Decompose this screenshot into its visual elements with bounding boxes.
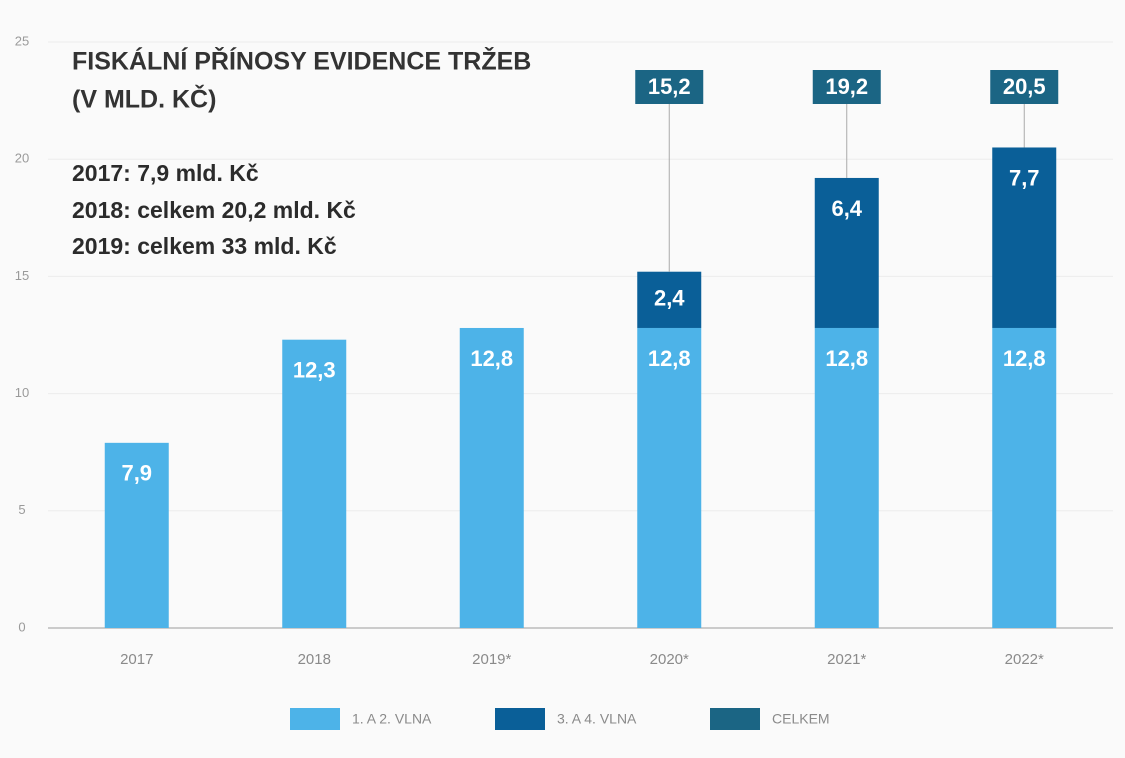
annotation: 2018: celkem 20,2 mld. Kč bbox=[72, 197, 356, 223]
bar bbox=[637, 271, 702, 328]
bar bbox=[992, 147, 1057, 328]
legend-swatch bbox=[710, 708, 760, 730]
y-tick-label: 5 bbox=[18, 502, 25, 517]
total-box bbox=[635, 70, 704, 104]
bar bbox=[637, 327, 702, 628]
x-tick-label: 2017 bbox=[120, 651, 153, 668]
bar bbox=[814, 177, 879, 328]
bar-value-label: 12,8 bbox=[648, 346, 691, 371]
bar-value-label: 12,8 bbox=[825, 346, 868, 371]
bar-value-label: 12,3 bbox=[293, 358, 336, 383]
bar-value-label: 6,4 bbox=[831, 196, 862, 221]
legend-label: 3. A 4. VLNA bbox=[557, 711, 637, 727]
legend-label: 1. A 2. VLNA bbox=[352, 711, 432, 727]
y-tick-label: 10 bbox=[15, 385, 29, 400]
annotation: 2019: celkem 33 mld. Kč bbox=[72, 233, 337, 259]
y-tick-label: 0 bbox=[18, 619, 25, 634]
chart-subtitle: (V MLD. KČ) bbox=[72, 84, 216, 114]
annotation: 2017: 7,9 mld. Kč bbox=[72, 160, 259, 186]
legend-label: CELKEM bbox=[772, 711, 830, 727]
bar-value-label: 7,9 bbox=[121, 461, 152, 486]
bar-value-label: 7,7 bbox=[1009, 165, 1040, 190]
legend-swatch bbox=[495, 708, 545, 730]
total-box bbox=[990, 70, 1059, 104]
chart-title: FISKÁLNÍ PŘÍNOSY EVIDENCE TRŽEB bbox=[72, 46, 531, 76]
x-tick-label: 2019* bbox=[472, 651, 511, 668]
bar-value-label: 12,8 bbox=[1003, 346, 1046, 371]
y-tick-label: 25 bbox=[15, 33, 29, 48]
bar-value-label: 12,8 bbox=[470, 346, 513, 371]
bar bbox=[282, 339, 347, 628]
total-label: 20,5 bbox=[1003, 74, 1046, 99]
x-tick-label: 2022* bbox=[1005, 651, 1044, 668]
y-tick-label: 20 bbox=[15, 151, 29, 166]
y-tick-label: 15 bbox=[15, 268, 29, 283]
total-label: 19,2 bbox=[825, 74, 868, 99]
bar bbox=[992, 327, 1057, 628]
bar-value-label: 2,4 bbox=[654, 286, 685, 311]
total-label: 15,2 bbox=[648, 74, 691, 99]
bar bbox=[104, 442, 169, 628]
x-tick-label: 2021* bbox=[827, 651, 866, 668]
legend-swatch bbox=[290, 708, 340, 730]
bar bbox=[459, 327, 524, 628]
x-tick-label: 2018 bbox=[298, 651, 331, 668]
x-tick-label: 2020* bbox=[650, 651, 689, 668]
bar bbox=[814, 327, 879, 628]
total-box bbox=[812, 70, 881, 104]
